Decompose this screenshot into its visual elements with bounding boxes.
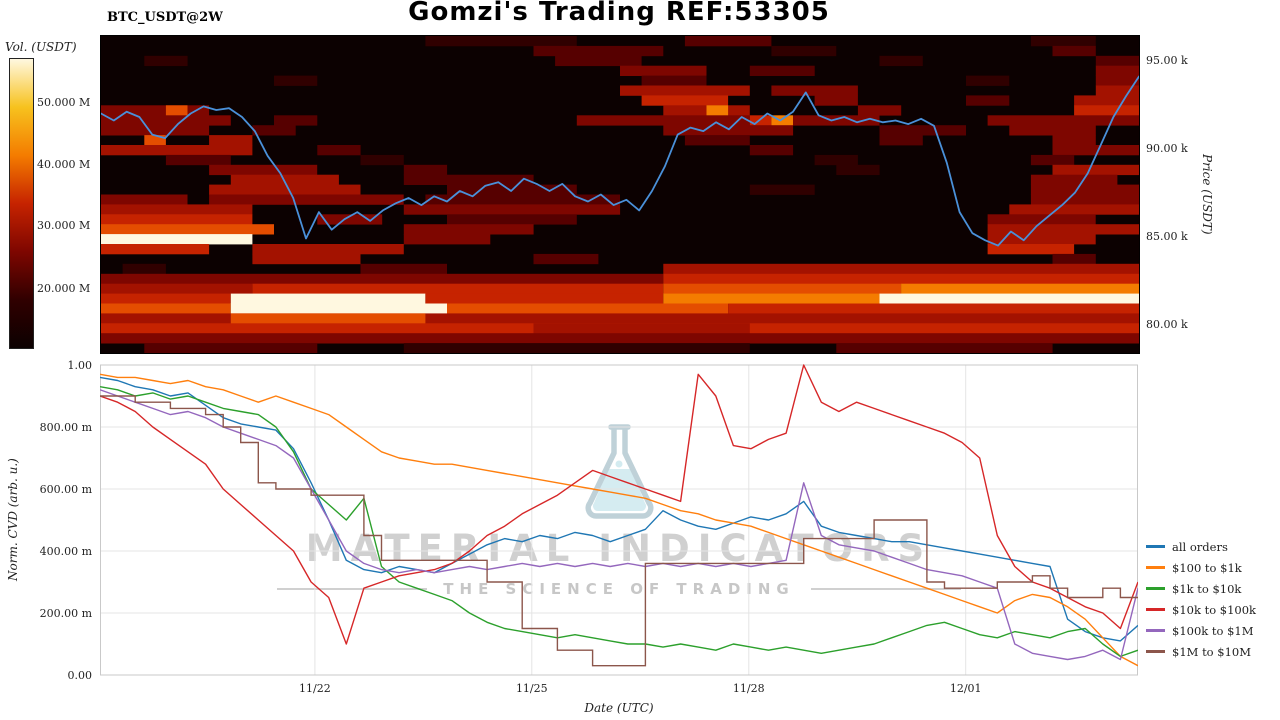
cvd-y-axis-ticks: 0.00 200.00 m 400.00 m 600.00 m 800.00 m 1.00 [28,359,92,682]
legend-label: $1k to $10k [1172,581,1242,596]
legend-swatch [1146,629,1165,632]
legend-label: $100k to $1M [1172,623,1254,638]
xtick-label: 11/22 [299,682,331,695]
legend-label: $10k to $100k [1172,602,1257,617]
ytick-label: 200.00 m [39,607,92,620]
legend-swatch [1146,608,1165,611]
heatmap-panel[interactable] [100,35,1140,354]
heatmap-canvas [101,36,1139,353]
legend-label: $1M to $10M [1172,644,1251,659]
cbtick-label: 20.000 M [37,282,91,296]
ptick-label: 85.00 k [1146,229,1188,243]
cbtick-label: 50.000 M [37,95,91,109]
series--1k-to-10k [100,386,1138,658]
series--1M-to-10M [100,395,1138,667]
colorbar-ticks: 50.000 M 40.000 M 30.000 M 20.000 M [37,58,107,347]
xtick-label: 12/01 [949,682,982,695]
legend-item-100k-1m[interactable]: $100k to $1M [1146,620,1256,641]
cbtick-label: 30.000 M [37,219,91,233]
colorbar-label: Vol. (USDT) [5,40,77,54]
xtick-label: 11/28 [732,682,765,695]
ptick-label: 90.00 k [1146,141,1188,155]
legend-swatch [1146,545,1165,548]
legend-item-1k-10k[interactable]: $1k to $10k [1146,578,1256,599]
series--100-to-1k [100,373,1138,667]
cvd-x-axis-ticks: 11/22 11/25 11/28 12/01 [100,682,1138,698]
legend: all orders $100 to $1k $1k to $10k $10k … [1146,536,1256,662]
cvd-panel[interactable]: MATERIAL INDICATORS THE SCIENCE OF TRADI… [100,363,1138,677]
legend-label: all orders [1172,539,1228,554]
cbtick-label: 40.000 M [37,157,91,171]
price-line [101,75,1139,247]
legend-item-100-1k[interactable]: $100 to $1k [1146,557,1256,578]
ytick-label: 600.00 m [39,483,92,496]
ytick-label: 0.00 [67,669,93,682]
xtick-label: 11/25 [515,682,548,695]
ptick-label: 95.00 k [1146,53,1188,67]
cvd-canvas [100,364,1138,676]
price-axis-label: Price (USDT) [1200,154,1214,235]
cvd-y-axis-label: Norm. CVD (arb. u.) [6,458,20,582]
legend-item-10k-100k[interactable]: $10k to $100k [1146,599,1256,620]
ytick-label: 800.00 m [39,421,92,434]
legend-item-all-orders[interactable]: all orders [1146,536,1256,557]
page-title: Gomzi's Trading REF:53305 [408,0,830,27]
legend-label: $100 to $1k [1172,560,1242,575]
legend-swatch [1146,650,1165,653]
pair-label: BTC_USDT@2W [107,10,223,25]
ytick-label: 400.00 m [39,545,92,558]
legend-swatch [1146,587,1165,590]
x-axis-label: Date (UTC) [584,701,654,715]
ytick-label: 1.00 [67,359,93,372]
legend-item-1m-10m[interactable]: $1M to $10M [1146,641,1256,662]
series--10k-to-100k [100,364,1138,645]
price-axis-ticks: 95.00 k 90.00 k 85.00 k 80.00 k [1146,36,1216,353]
legend-swatch [1146,566,1165,569]
colorbar-gradient [9,58,34,349]
series--100k-to-1M [100,389,1138,661]
series-all-orders [100,376,1138,642]
ptick-label: 80.00 k [1146,317,1188,331]
